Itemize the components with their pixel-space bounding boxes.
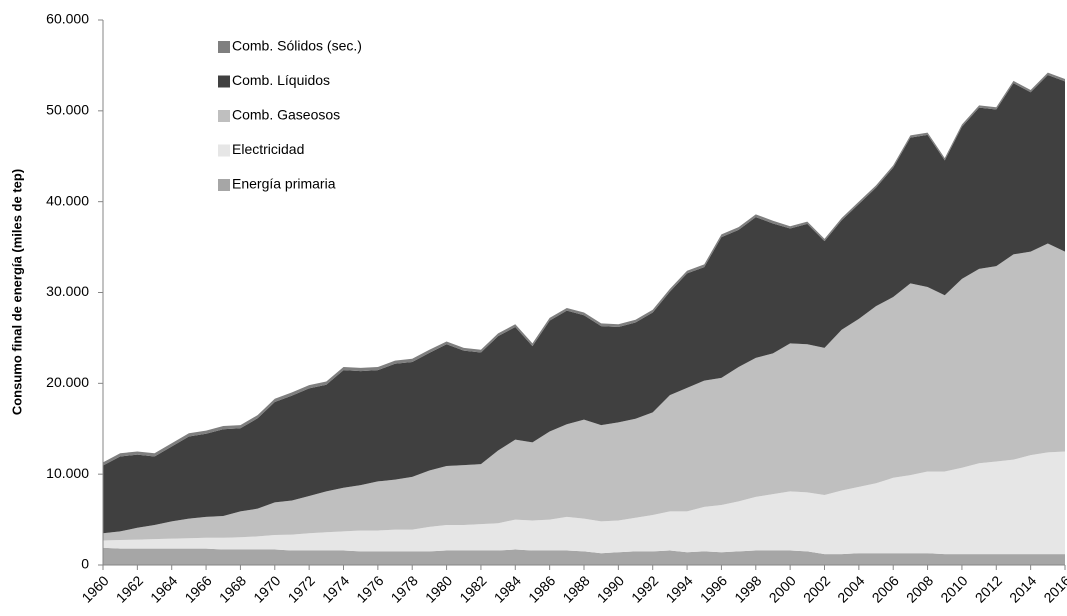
legend-swatch xyxy=(218,179,230,191)
legend-label: Comb. Líquidos xyxy=(232,72,330,88)
area xyxy=(103,243,1065,541)
x-tick-label: 2016 xyxy=(1040,572,1067,605)
x-tick-label: 2008 xyxy=(903,572,936,605)
y-tick-label: 50.000 xyxy=(46,102,89,118)
area xyxy=(103,547,1065,565)
x-tick-label: 1970 xyxy=(250,572,283,605)
x-tick-label: 1964 xyxy=(147,572,180,605)
x-tick-label: 1998 xyxy=(731,572,764,605)
legend-swatch xyxy=(218,41,230,53)
legend-label: Electricidad xyxy=(232,141,304,157)
x-tick-label: 1992 xyxy=(628,572,661,605)
x-tick-label: 2004 xyxy=(834,572,867,605)
legend-label: Comb. Sólidos (sec.) xyxy=(232,38,362,54)
area xyxy=(103,72,1065,466)
x-tick-label: 1972 xyxy=(285,572,318,605)
x-tick-label: 1978 xyxy=(388,572,421,605)
x-tick-label: 1988 xyxy=(559,572,592,605)
x-tick-label: 2012 xyxy=(972,572,1005,605)
x-tick-label: 1968 xyxy=(216,572,249,605)
area xyxy=(103,74,1065,534)
x-tick-label: 1982 xyxy=(456,572,489,605)
x-tick-label: 1980 xyxy=(422,572,455,605)
y-tick-label: 0 xyxy=(81,556,89,572)
y-tick-label: 20.000 xyxy=(46,374,89,390)
x-tick-label: 1996 xyxy=(697,572,730,605)
legend-swatch xyxy=(218,110,230,122)
x-tick-label: 1974 xyxy=(319,572,352,605)
legend-label: Comb. Gaseosos xyxy=(232,107,340,123)
area xyxy=(103,451,1065,555)
legend-swatch xyxy=(218,75,230,88)
x-tick-label: 1962 xyxy=(113,572,146,605)
legend-swatch xyxy=(218,144,230,157)
x-tick-label: 1986 xyxy=(525,572,558,605)
x-tick-label: 1966 xyxy=(181,572,214,605)
x-tick-label: 2002 xyxy=(800,572,833,605)
x-tick-label: 2010 xyxy=(937,572,970,605)
x-tick-label: 2006 xyxy=(869,572,902,605)
y-tick-label: 40.000 xyxy=(46,192,89,208)
x-tick-label: 1990 xyxy=(594,572,627,605)
x-tick-label: 2000 xyxy=(766,572,799,605)
y-tick-label: 10.000 xyxy=(46,465,89,481)
y-tick-label: 30.000 xyxy=(46,283,89,299)
y-tick-label: 60.000 xyxy=(46,11,89,27)
y-axis-label: Consumo final de energía (miles de tep) xyxy=(9,169,24,415)
x-tick-label: 1984 xyxy=(491,572,524,605)
x-tick-label: 2014 xyxy=(1006,572,1039,605)
legend-label: Energía primaria xyxy=(232,176,336,192)
x-tick-label: 1976 xyxy=(353,572,386,605)
x-tick-label: 1994 xyxy=(662,572,695,605)
x-tick-label: 1960 xyxy=(78,572,111,605)
